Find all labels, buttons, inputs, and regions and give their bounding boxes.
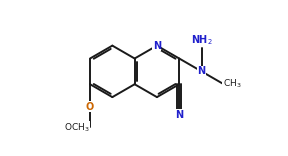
Text: O: O <box>86 102 94 112</box>
Text: N: N <box>198 66 206 76</box>
Text: N: N <box>175 110 183 120</box>
Text: N: N <box>153 41 161 51</box>
Text: CH$_3$: CH$_3$ <box>223 77 242 90</box>
Text: NH$_2$: NH$_2$ <box>191 34 212 47</box>
Text: OCH$_3$: OCH$_3$ <box>64 121 90 134</box>
